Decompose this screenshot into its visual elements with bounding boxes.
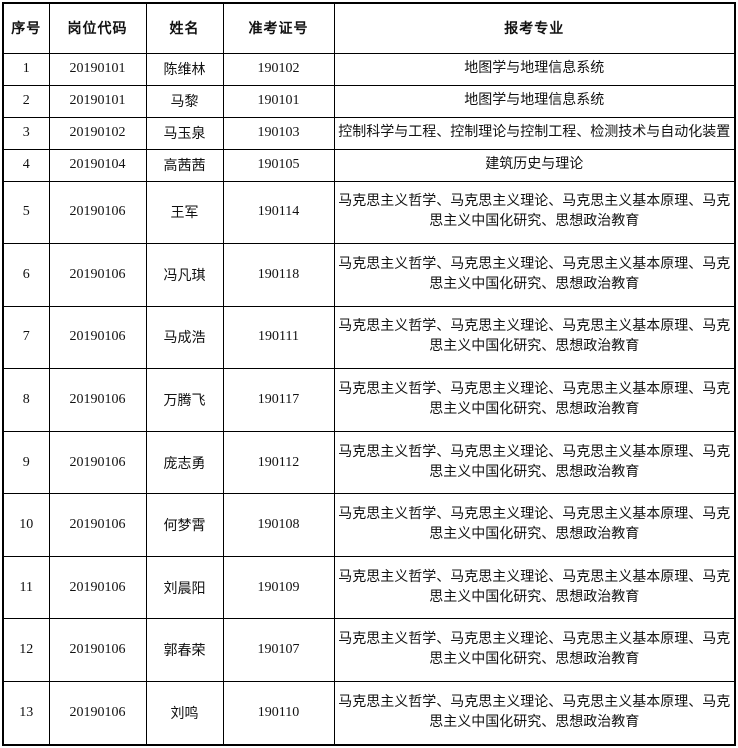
cell-name: 高茜茜 (145, 148, 224, 182)
col-header-name: 姓名 (145, 2, 224, 54)
col-header-code: 岗位代码 (48, 2, 147, 54)
table-row: 4 20190104 高茜茜 190105 建筑历史与理论 (2, 148, 736, 182)
table-row: 3 20190102 马玉泉 190103 控制科学与工程、控制理论与控制工程、检测技术… (2, 116, 736, 150)
cell-ticket: 190117 (222, 368, 335, 432)
cell-major: 马克思主义哲学、马克思主义理论、马克思主义基本原理、马克思主义中国化研究、思想政… (333, 618, 736, 682)
cell-major: 马克思主义哲学、马克思主义理论、马克思主义基本原理、马克思主义中国化研究、思想政… (333, 681, 736, 746)
cell-ticket: 190118 (222, 243, 335, 307)
cell-ticket: 190105 (222, 148, 335, 182)
cell-code: 20190101 (48, 52, 147, 86)
cell-name: 刘鸣 (145, 681, 224, 746)
cell-ticket: 190110 (222, 681, 335, 746)
cell-name: 庞志勇 (145, 430, 224, 495)
cell-ticket: 190109 (222, 555, 335, 620)
table-row: 10 20190106 何梦霄 190108 马克思主义哲学、马克思主义理论、马克思主义… (2, 493, 736, 557)
col-header-ticket: 准考证号 (222, 2, 335, 54)
col-header-no: 序号 (2, 2, 50, 54)
cell-no: 8 (2, 368, 50, 432)
cell-major: 马克思主义哲学、马克思主义理论、马克思主义基本原理、马克思主义中国化研究、思想政… (333, 430, 736, 495)
cell-major: 地图学与地理信息系统 (333, 52, 736, 86)
cell-name: 陈维林 (145, 52, 224, 86)
cell-name: 马成浩 (145, 305, 224, 370)
col-header-major: 报考专业 (333, 2, 736, 54)
table-row: 11 20190106 刘晨阳 190109 马克思主义哲学、马克思主义理论、马克思主义… (2, 555, 736, 620)
cell-code: 20190104 (48, 148, 147, 182)
cell-ticket: 190101 (222, 84, 335, 118)
cell-major: 建筑历史与理论 (333, 148, 736, 182)
cell-no: 5 (2, 180, 50, 245)
cell-no: 9 (2, 430, 50, 495)
table-row: 13 20190106 刘鸣 190110 马克思主义哲学、马克思主义理论、马克思主义基… (2, 681, 736, 746)
cell-major: 马克思主义哲学、马克思主义理论、马克思主义基本原理、马克思主义中国化研究、思想政… (333, 368, 736, 432)
cell-major: 控制科学与工程、控制理论与控制工程、检测技术与自动化装置 (333, 116, 736, 150)
cell-ticket: 190108 (222, 493, 335, 557)
table-row: 6 20190106 冯凡琪 190118 马克思主义哲学、马克思主义理论、马克思主义基… (2, 243, 736, 307)
cell-code: 20190106 (48, 555, 147, 620)
cell-major: 马克思主义哲学、马克思主义理论、马克思主义基本原理、马克思主义中国化研究、思想政… (333, 180, 736, 245)
cell-major: 马克思主义哲学、马克思主义理论、马克思主义基本原理、马克思主义中国化研究、思想政… (333, 243, 736, 307)
cell-code: 20190106 (48, 618, 147, 682)
cell-major: 马克思主义哲学、马克思主义理论、马克思主义基本原理、马克思主义中国化研究、思想政… (333, 305, 736, 370)
cell-major: 马克思主义哲学、马克思主义理论、马克思主义基本原理、马克思主义中国化研究、思想政… (333, 493, 736, 557)
table-row: 5 20190106 王军 190114 马克思主义哲学、马克思主义理论、马克思主义基本… (2, 180, 736, 245)
cell-name: 冯凡琪 (145, 243, 224, 307)
header-row: 序号 岗位代码 姓名 准考证号 报考专业 (2, 2, 736, 54)
table-row: 2 20190101 马黎 190101 地图学与地理信息系统 (2, 84, 736, 118)
cell-no: 2 (2, 84, 50, 118)
cell-no: 11 (2, 555, 50, 620)
cell-no: 6 (2, 243, 50, 307)
cell-ticket: 190102 (222, 52, 335, 86)
cell-ticket: 190107 (222, 618, 335, 682)
cell-no: 13 (2, 681, 50, 746)
cell-major: 地图学与地理信息系统 (333, 84, 736, 118)
cell-code: 20190106 (48, 681, 147, 746)
cell-no: 7 (2, 305, 50, 370)
cell-name: 刘晨阳 (145, 555, 224, 620)
cell-no: 4 (2, 148, 50, 182)
cell-ticket: 190112 (222, 430, 335, 495)
cell-no: 3 (2, 116, 50, 150)
cell-name: 马黎 (145, 84, 224, 118)
cell-ticket: 190103 (222, 116, 335, 150)
cell-code: 20190106 (48, 180, 147, 245)
cell-no: 10 (2, 493, 50, 557)
table-body: 1 20190101 陈维林 190102 地图学与地理信息系统 2 20190101 马黎 1… (2, 52, 736, 746)
cell-major: 马克思主义哲学、马克思主义理论、马克思主义基本原理、马克思主义中国化研究、思想政… (333, 555, 736, 620)
table-row: 7 20190106 马成浩 190111 马克思主义哲学、马克思主义理论、马克思主义基… (2, 305, 736, 370)
cell-code: 20190102 (48, 116, 147, 150)
cell-ticket: 190111 (222, 305, 335, 370)
table-row: 9 20190106 庞志勇 190112 马克思主义哲学、马克思主义理论、马克思主义基… (2, 430, 736, 495)
cell-name: 何梦霄 (145, 493, 224, 557)
cell-name: 万腾飞 (145, 368, 224, 432)
cell-name: 马玉泉 (145, 116, 224, 150)
cell-no: 12 (2, 618, 50, 682)
cell-name: 郭春荣 (145, 618, 224, 682)
cell-code: 20190106 (48, 305, 147, 370)
cell-code: 20190106 (48, 430, 147, 495)
table-row: 1 20190101 陈维林 190102 地图学与地理信息系统 (2, 52, 736, 86)
cell-code: 20190106 (48, 243, 147, 307)
cell-no: 1 (2, 52, 50, 86)
table-row: 8 20190106 万腾飞 190117 马克思主义哲学、马克思主义理论、马克思主义基… (2, 368, 736, 432)
cell-code: 20190106 (48, 493, 147, 557)
cell-name: 王军 (145, 180, 224, 245)
cell-code: 20190106 (48, 368, 147, 432)
cell-ticket: 190114 (222, 180, 335, 245)
cell-code: 20190101 (48, 84, 147, 118)
table-row: 12 20190106 郭春荣 190107 马克思主义哲学、马克思主义理论、马克思主义… (2, 618, 736, 682)
